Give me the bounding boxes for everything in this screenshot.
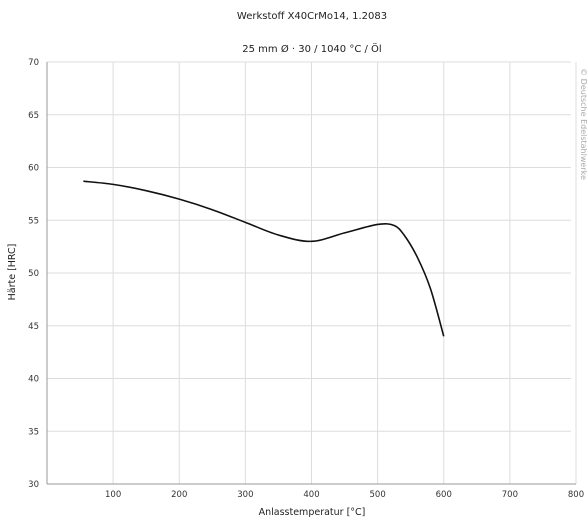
tick-labels: 30 35 40 45 50 55 60 65 70 100 200 300 400 500 600 700 8… bbox=[28, 58, 584, 500]
copyright-note: © Deutsche Edelstahlwerke bbox=[579, 68, 588, 180]
y-tick-label: 30 bbox=[28, 480, 39, 490]
x-axis-label: Anlasstemperatur [°C] bbox=[259, 507, 366, 518]
y-axis-label: Härte [HRC] bbox=[7, 244, 18, 301]
x-tick-label: 400 bbox=[303, 490, 319, 500]
x-tick-label: 800 bbox=[568, 490, 584, 500]
grid bbox=[47, 61, 577, 484]
hardness-curve bbox=[83, 180, 445, 337]
y-tick-label: 35 bbox=[28, 427, 39, 437]
y-tick-label: 55 bbox=[28, 216, 39, 226]
series bbox=[83, 180, 445, 337]
x-tick-label: 600 bbox=[436, 490, 452, 500]
axes bbox=[46, 62, 576, 485]
y-tick-label: 65 bbox=[28, 111, 39, 121]
x-tick-label: 200 bbox=[171, 490, 187, 500]
x-tick-label: 500 bbox=[370, 490, 386, 500]
y-tick-label: 40 bbox=[28, 375, 39, 385]
y-tick-label: 60 bbox=[28, 164, 39, 174]
chart-subtitle: 25 mm Ø · 30 / 1040 °C / Öl bbox=[242, 42, 381, 55]
y-tick-label: 45 bbox=[28, 322, 39, 332]
x-tick-label: 100 bbox=[105, 490, 121, 500]
y-tick-label: 50 bbox=[28, 269, 39, 279]
y-tick-label: 70 bbox=[28, 58, 39, 68]
x-tick-label: 700 bbox=[502, 490, 518, 500]
x-tick-label: 300 bbox=[237, 490, 253, 500]
chart-title: Werkstoff X40CrMo14, 1.2083 bbox=[237, 11, 387, 22]
